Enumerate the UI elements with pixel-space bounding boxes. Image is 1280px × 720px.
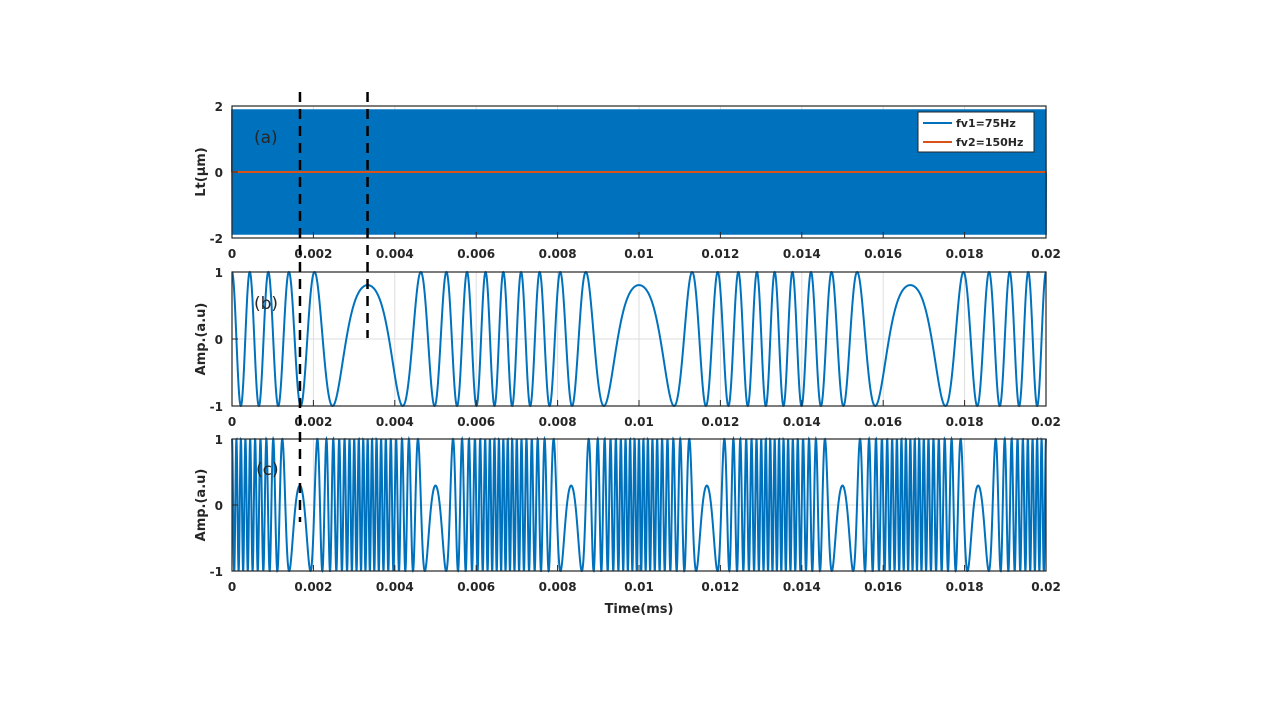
- y-tick-label: 0: [215, 499, 223, 513]
- x-tick-label: 0.004: [376, 580, 414, 594]
- y-tick-label: 2: [215, 100, 223, 114]
- x-tick-label: 0.002: [294, 415, 332, 429]
- x-tick-label: 0.014: [783, 415, 821, 429]
- x-tick-label: 0.018: [946, 247, 984, 261]
- x-tick-label: 0.004: [376, 247, 414, 261]
- x-tick-label: 0.01: [624, 247, 654, 261]
- panel-label: (a): [254, 128, 278, 148]
- panel-label: (c): [256, 460, 279, 480]
- vertical-markers: [298, 92, 369, 522]
- x-tick-label: 0.02: [1031, 580, 1061, 594]
- x-axis-label: Time(ms): [605, 602, 674, 617]
- x-tick-label: 0.02: [1031, 415, 1061, 429]
- y-tick-label: 1: [215, 266, 223, 280]
- legend-box: [917, 111, 1035, 153]
- y-tick-label: -1: [210, 400, 223, 414]
- panel-label: (b): [254, 294, 278, 314]
- x-tick-label: 0.014: [783, 247, 821, 261]
- x-tick-label: 0.006: [457, 580, 495, 594]
- x-tick-label: 0.002: [294, 580, 332, 594]
- x-tick-label: 0: [228, 415, 236, 429]
- x-tick-label: 0.008: [539, 415, 577, 429]
- x-tick-label: 0.006: [457, 247, 495, 261]
- x-tick-label: 0.01: [624, 415, 654, 429]
- y-tick-label: 0: [215, 166, 223, 180]
- x-tick-label: 0.018: [946, 415, 984, 429]
- panel-a: 0 0.002 0.004 0.006 0.008 0.01 0.012 0.014 0.016…: [194, 100, 1061, 261]
- x-tick-label: 0.016: [864, 415, 902, 429]
- grid: [231, 271, 1047, 407]
- y-tick-label: 0: [215, 333, 223, 347]
- panel-b: 0 0.002 0.004 0.006 0.008 0.01 0.012 0.014 0.016…: [194, 266, 1061, 429]
- x-tick-label: 0.008: [539, 580, 577, 594]
- x-tick-label: 0.012: [701, 247, 739, 261]
- x-tick-label: 0.014: [783, 580, 821, 594]
- x-tick-label: 0.012: [701, 580, 739, 594]
- y-tick-label: 1: [215, 433, 223, 447]
- x-tick-label: 0.002: [294, 247, 332, 261]
- x-tick-label: 0.01: [624, 580, 654, 594]
- y-axis-label: Lt(μm): [194, 147, 209, 197]
- legend: fv1=75Hz fv2=150Hz: [917, 111, 1035, 153]
- x-tick-label: 0.016: [864, 247, 902, 261]
- x-tick-label: 0.012: [701, 415, 739, 429]
- x-tick-label: 0: [228, 580, 236, 594]
- x-tick-label: 0: [228, 247, 236, 261]
- x-tick-label: 0.018: [946, 580, 984, 594]
- x-tick-label: 0.006: [457, 415, 495, 429]
- legend-entry: fv2=150Hz: [956, 136, 1023, 149]
- y-tick-label: -2: [210, 232, 223, 246]
- y-tick-label: -1: [210, 565, 223, 579]
- x-tick-label: 0.004: [376, 415, 414, 429]
- legend-entry: fv1=75Hz: [956, 117, 1016, 130]
- y-axis-label: Amp.(a.u): [194, 469, 209, 542]
- panel-c: 0 0.002 0.004 0.006 0.008 0.01 0.012 0.014 0.016…: [194, 433, 1061, 617]
- x-tick-label: 0.02: [1031, 247, 1061, 261]
- x-tick-label: 0.016: [864, 580, 902, 594]
- x-tick-label: 0.008: [539, 247, 577, 261]
- y-axis-label: Amp.(a.u): [194, 303, 209, 376]
